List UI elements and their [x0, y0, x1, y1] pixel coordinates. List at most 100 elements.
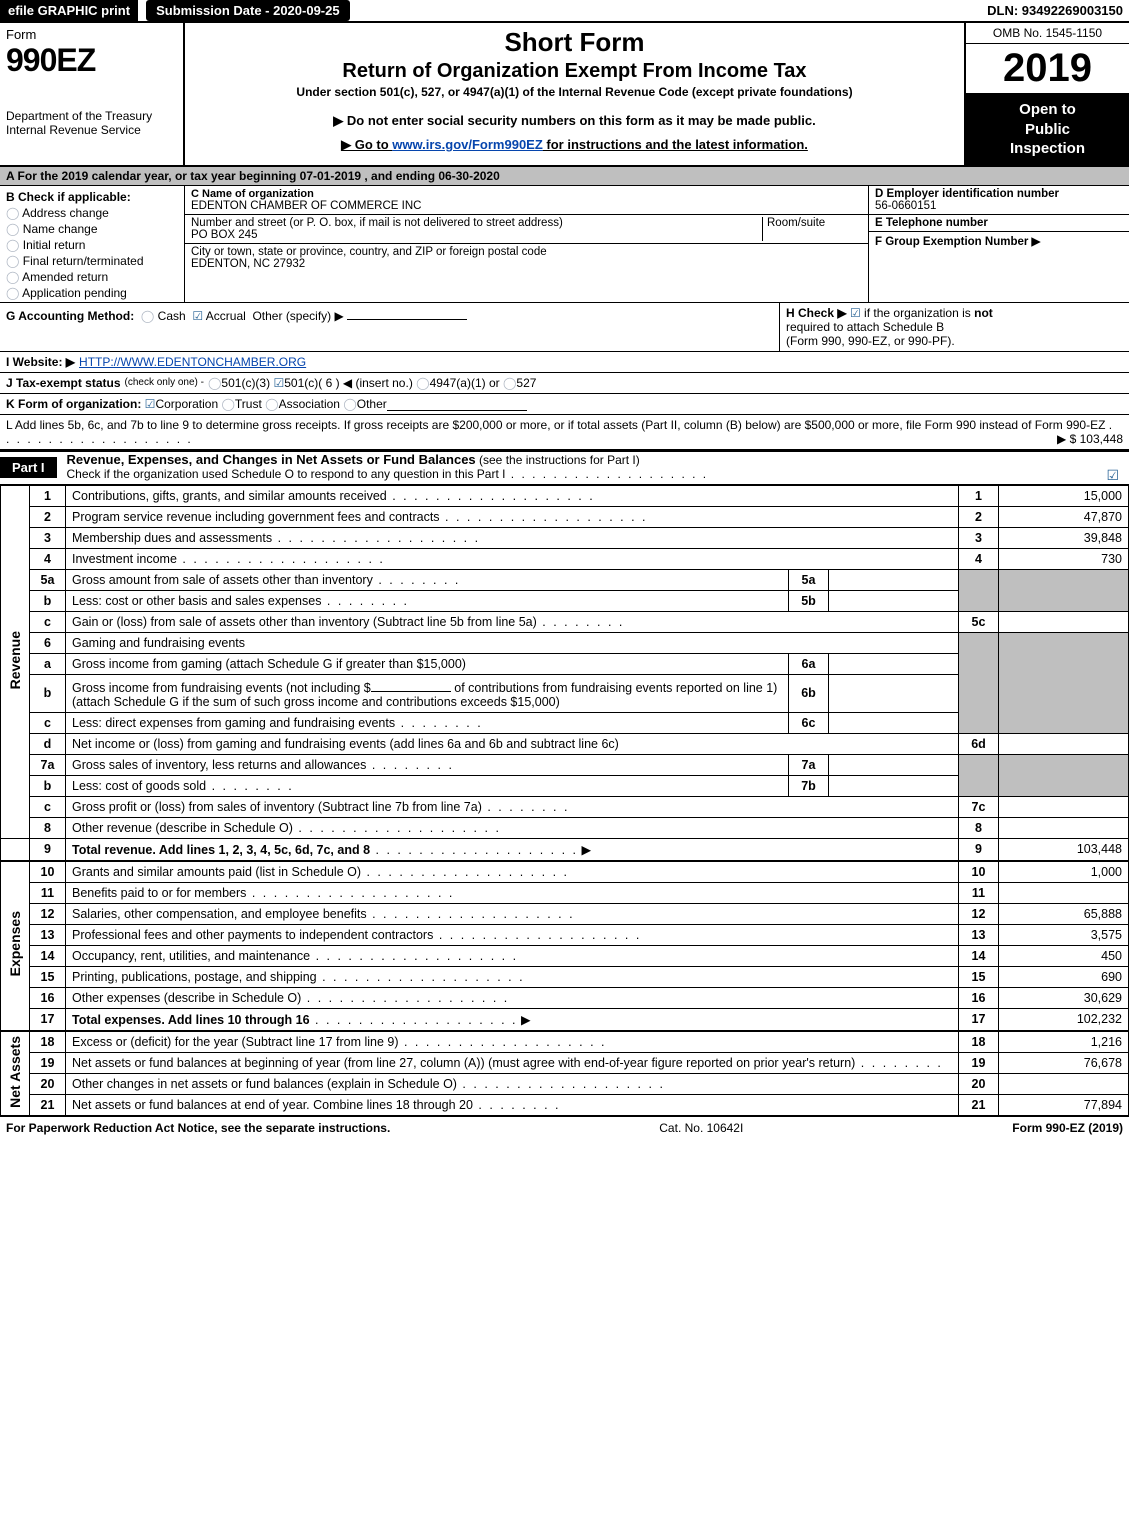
chk-final-return[interactable]: ◯ Final return/terminated	[6, 254, 178, 268]
table-row: 3 Membership dues and assessments 3 39,8…	[1, 527, 1129, 548]
part-1-title-post: (see the instructions for Part I)	[479, 453, 640, 467]
chk-trust[interactable]: ◯	[221, 397, 234, 411]
chk-application-pending[interactable]: ◯ Application pending	[6, 286, 178, 300]
line-num: 13	[30, 924, 66, 945]
chk-501c[interactable]: ☑	[273, 376, 284, 390]
chk-accrual[interactable]: ☑	[192, 309, 203, 323]
chk-other-org[interactable]: ◯	[343, 397, 356, 411]
shaded-cell	[959, 569, 999, 611]
line-amount: 76,678	[999, 1052, 1129, 1073]
irs-link[interactable]: www.irs.gov/Form990EZ	[392, 137, 543, 152]
line-text: Program service revenue including govern…	[66, 506, 959, 527]
line-text: Excess or (deficit) for the year (Subtra…	[66, 1031, 959, 1053]
chk-address-change[interactable]: ◯ Address change	[6, 206, 178, 220]
line-num: 9	[30, 838, 66, 861]
form-label: Form	[6, 27, 177, 42]
ssn-warning: ▶ Do not enter social security numbers o…	[195, 113, 954, 129]
line-ref: 20	[959, 1073, 999, 1094]
header-middle: Short Form Return of Organization Exempt…	[185, 23, 964, 165]
chk-initial-return[interactable]: ◯ Initial return	[6, 238, 178, 252]
line-num: a	[30, 653, 66, 674]
line-num: 5a	[30, 569, 66, 590]
line-num: b	[30, 775, 66, 796]
table-row: 6 Gaming and fundraising events	[1, 632, 1129, 653]
line-h-label: H Check ▶	[786, 306, 847, 320]
line-amount: 730	[999, 548, 1129, 569]
chk-schedule-b-not-required[interactable]: ☑	[850, 306, 861, 320]
street-label: Number and street (or P. O. box, if mail…	[191, 217, 762, 229]
line-num: 21	[30, 1094, 66, 1115]
spacer	[1, 838, 30, 861]
shaded-cell	[999, 569, 1129, 611]
section-b-checkboxes: B Check if applicable: ◯ Address change …	[0, 186, 185, 302]
ein-label: D Employer identification number	[875, 188, 1123, 200]
line-num: 8	[30, 817, 66, 838]
under-section-text: Under section 501(c), 527, or 4947(a)(1)…	[195, 85, 954, 99]
line-text: Gross income from gaming (attach Schedul…	[66, 653, 789, 674]
line-text: Total revenue. Add lines 1, 2, 3, 4, 5c,…	[66, 838, 959, 861]
sub-ref: 6c	[789, 712, 829, 733]
tax-year: 2019	[966, 44, 1129, 94]
dln-label: DLN: 93492269003150	[987, 3, 1129, 18]
shaded-cell	[999, 754, 1129, 796]
efile-print-button[interactable]: efile GRAPHIC print	[0, 0, 138, 21]
line-text: Other revenue (describe in Schedule O)	[66, 817, 959, 838]
line-num: 3	[30, 527, 66, 548]
chk-cash[interactable]: ◯	[141, 309, 154, 323]
chk-corporation[interactable]: ☑	[145, 397, 156, 411]
sub-ref: 5a	[789, 569, 829, 590]
sub-amount	[829, 653, 959, 674]
city-label: City or town, state or province, country…	[191, 246, 862, 258]
part-1-sub: Check if the organization used Schedule …	[67, 467, 1107, 484]
sub-amount	[829, 712, 959, 733]
line-text: Other changes in net assets or fund bala…	[66, 1073, 959, 1094]
line-ref: 3	[959, 527, 999, 548]
chk-schedule-o-part1[interactable]: ☑	[1106, 467, 1119, 484]
line-num: c	[30, 712, 66, 733]
line-amount: 3,575	[999, 924, 1129, 945]
telephone-label: E Telephone number	[875, 217, 1123, 229]
short-form-title: Short Form	[195, 27, 954, 58]
chk-amended-return[interactable]: ◯ Amended return	[6, 270, 178, 284]
line-num: b	[30, 674, 66, 712]
insp-line1: Open to	[1019, 101, 1076, 118]
line-amount	[999, 611, 1129, 632]
table-row: 11 Benefits paid to or for members 11	[1, 882, 1129, 903]
line-amount: 30,629	[999, 987, 1129, 1008]
chk-527[interactable]: ◯	[503, 376, 516, 390]
net-assets-vertical-label: Net Assets	[1, 1031, 30, 1116]
contrib-amount-input[interactable]	[371, 678, 451, 692]
line-g-h: G Accounting Method: ◯ Cash ☑ Accrual Ot…	[0, 303, 1129, 352]
line-num: 2	[30, 506, 66, 527]
line-num: 19	[30, 1052, 66, 1073]
link-prefix: ▶ Go to	[341, 137, 392, 152]
website-link[interactable]: HTTP://WWW.EDENTONCHAMBER.ORG	[79, 355, 306, 369]
line-ref: 19	[959, 1052, 999, 1073]
table-row: 14 Occupancy, rent, utilities, and maint…	[1, 945, 1129, 966]
table-row: 12 Salaries, other compensation, and emp…	[1, 903, 1129, 924]
chk-501c3[interactable]: ◯	[208, 376, 221, 390]
revenue-vertical-label: Revenue	[1, 485, 30, 838]
line-text: Professional fees and other payments to …	[66, 924, 959, 945]
line-a-tax-year: A For the 2019 calendar year, or tax yea…	[0, 167, 1129, 186]
table-row: 15 Printing, publications, postage, and …	[1, 966, 1129, 987]
chk-association[interactable]: ◯	[265, 397, 278, 411]
sub-ref: 7b	[789, 775, 829, 796]
chk-4947[interactable]: ◯	[416, 376, 429, 390]
instructions-link-line: ▶ Go to www.irs.gov/Form990EZ for instru…	[195, 137, 954, 153]
line-amount	[999, 1073, 1129, 1094]
sub-ref: 6a	[789, 653, 829, 674]
page-footer: For Paperwork Reduction Act Notice, see …	[0, 1116, 1129, 1139]
section-b-title: B Check if applicable:	[6, 190, 178, 204]
other-org-input[interactable]	[387, 397, 527, 411]
line-text: Total expenses. Add lines 10 through 16 …	[66, 1008, 959, 1031]
other-specify: Other (specify) ▶	[252, 309, 343, 323]
group-exemption-label: F Group Exemption Number ▶	[875, 234, 1123, 248]
other-specify-input[interactable]	[347, 306, 467, 320]
line-num: d	[30, 733, 66, 754]
table-row: 21 Net assets or fund balances at end of…	[1, 1094, 1129, 1115]
chk-name-change[interactable]: ◯ Name change	[6, 222, 178, 236]
accounting-method-label: G Accounting Method:	[6, 309, 134, 323]
line-num: 1	[30, 485, 66, 506]
dept-line1: Department of the Treasury	[6, 109, 152, 123]
